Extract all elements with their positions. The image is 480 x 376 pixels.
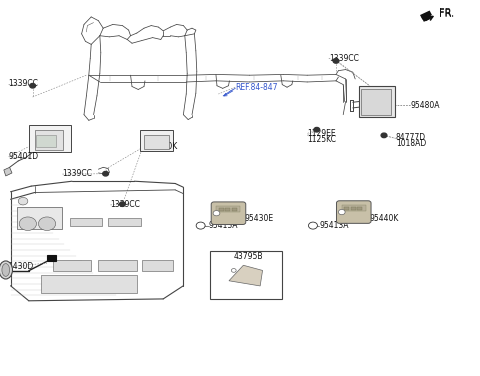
Circle shape	[231, 268, 236, 272]
Text: 95440K: 95440K	[370, 214, 399, 223]
Bar	[342, 205, 366, 211]
Text: REF.84-847: REF.84-847	[235, 83, 278, 92]
Bar	[36, 135, 56, 147]
Circle shape	[314, 127, 320, 132]
Text: 1129EE: 1129EE	[307, 129, 336, 138]
Text: 1018AD: 1018AD	[396, 139, 426, 148]
Polygon shape	[420, 11, 432, 20]
Bar	[359, 86, 395, 117]
Bar	[357, 207, 362, 210]
Circle shape	[333, 59, 339, 63]
Ellipse shape	[2, 264, 10, 276]
Circle shape	[120, 202, 125, 206]
Bar	[344, 207, 349, 210]
Polygon shape	[4, 167, 12, 176]
Bar	[41, 275, 137, 293]
Text: 43795B: 43795B	[234, 252, 263, 261]
Bar	[210, 251, 282, 299]
Text: 84777D: 84777D	[396, 133, 426, 142]
Circle shape	[30, 83, 36, 88]
Circle shape	[338, 209, 345, 215]
Polygon shape	[421, 14, 432, 22]
Bar	[35, 130, 63, 150]
Bar	[225, 208, 230, 211]
Bar	[17, 207, 62, 229]
Ellipse shape	[0, 261, 12, 279]
FancyBboxPatch shape	[336, 201, 371, 223]
Text: 1339CC: 1339CC	[9, 79, 38, 88]
Text: 95413A: 95413A	[209, 221, 238, 230]
Polygon shape	[229, 265, 263, 286]
Bar	[144, 135, 169, 149]
Bar	[70, 218, 102, 226]
Bar	[350, 207, 356, 210]
Circle shape	[213, 211, 220, 216]
Text: 95430D: 95430D	[4, 262, 34, 271]
Circle shape	[196, 222, 205, 229]
Bar	[53, 260, 91, 271]
Bar	[361, 89, 391, 115]
Bar	[232, 208, 237, 211]
Text: 1339CC: 1339CC	[329, 54, 359, 63]
Circle shape	[38, 217, 56, 230]
Text: 95430E: 95430E	[245, 214, 274, 223]
Text: FR.: FR.	[439, 8, 454, 18]
Bar	[140, 130, 173, 151]
Circle shape	[19, 217, 36, 230]
Text: 1125KC: 1125KC	[307, 135, 336, 144]
Circle shape	[381, 133, 387, 138]
Text: 95413A: 95413A	[319, 221, 348, 230]
Bar	[29, 125, 71, 152]
Circle shape	[103, 171, 108, 176]
Bar	[108, 218, 141, 226]
Bar	[98, 260, 137, 271]
Bar	[216, 206, 240, 212]
Text: 95800K: 95800K	[149, 142, 178, 151]
Text: 1339CC: 1339CC	[62, 169, 92, 178]
FancyBboxPatch shape	[211, 202, 246, 224]
Text: 1339CC: 1339CC	[110, 200, 140, 209]
Bar	[142, 260, 173, 271]
Bar	[219, 208, 224, 211]
Bar	[47, 255, 56, 261]
Circle shape	[18, 197, 28, 205]
Text: 95401D: 95401D	[9, 152, 39, 161]
Text: FR.: FR.	[439, 9, 455, 20]
Text: 95480A: 95480A	[410, 101, 440, 110]
Circle shape	[309, 222, 317, 229]
